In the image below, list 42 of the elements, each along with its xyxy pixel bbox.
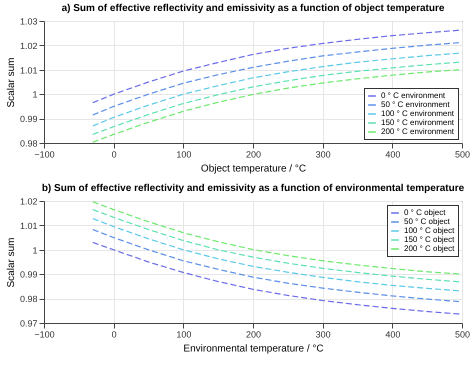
x-tick-label: 200 bbox=[246, 330, 262, 340]
legend-label: 200 ° C object bbox=[404, 244, 456, 253]
x-tick-label: 500 bbox=[454, 330, 470, 340]
x-axis-title: Object temperature / °C bbox=[200, 164, 306, 174]
x-tick-label: 400 bbox=[385, 330, 400, 340]
legend-label: 100 ° C environment bbox=[381, 109, 455, 118]
x-tick-label: 300 bbox=[316, 330, 331, 340]
x-tick-label: −100 bbox=[34, 330, 55, 340]
y-tick-label: 1.01 bbox=[20, 65, 38, 76]
y-tick-label: 0.99 bbox=[20, 114, 38, 124]
x-tick-label: 400 bbox=[385, 150, 400, 160]
x-tick-label: 500 bbox=[454, 150, 470, 160]
y-tick-label: 1.01 bbox=[20, 220, 38, 231]
legend-label: 100 ° C object bbox=[404, 226, 456, 235]
y-tick-label: 1.02 bbox=[20, 196, 38, 206]
legend-label: 0 ° C object bbox=[404, 208, 446, 217]
x-tick-label: 100 bbox=[176, 330, 192, 340]
legend-label: 50 ° C environment bbox=[381, 100, 450, 109]
legend-label: 200 ° C environment bbox=[381, 127, 455, 136]
legend-label: 150 ° C environment bbox=[381, 118, 455, 127]
legend-label: 150 ° C object bbox=[404, 235, 456, 244]
y-axis-title: Scalar sum bbox=[6, 237, 17, 288]
x-tick-label: 300 bbox=[316, 150, 331, 160]
y-tick-label: 1.02 bbox=[20, 40, 38, 51]
chart-title: a) Sum of effective reflectivity and emissivity as a function of object temperature bbox=[62, 3, 445, 14]
x-tick-label: 0 bbox=[112, 150, 117, 160]
y-tick-label: 1 bbox=[32, 245, 38, 256]
y-tick-label: 1.03 bbox=[20, 16, 38, 26]
y-tick-label: 0.97 bbox=[20, 318, 38, 328]
y-axis-title: Scalar sum bbox=[6, 57, 17, 108]
legend-label: 0 ° C environment bbox=[381, 91, 446, 100]
x-tick-label: 100 bbox=[176, 150, 192, 160]
legend-label: 50 ° C object bbox=[404, 217, 451, 226]
y-tick-label: 0.98 bbox=[20, 138, 38, 148]
x-tick-label: 200 bbox=[246, 150, 262, 160]
x-axis-title: Environmental temperature / °C bbox=[183, 344, 324, 354]
y-tick-label: 0.98 bbox=[20, 294, 38, 304]
y-tick-label: 1 bbox=[32, 90, 38, 100]
chart-title: b) Sum of effective reflectivity and emissivity as a function of environmental temperature bbox=[42, 183, 465, 194]
x-tick-label: 0 bbox=[112, 330, 117, 340]
x-tick-label: −100 bbox=[34, 150, 55, 160]
y-tick-label: 0.99 bbox=[20, 270, 38, 280]
